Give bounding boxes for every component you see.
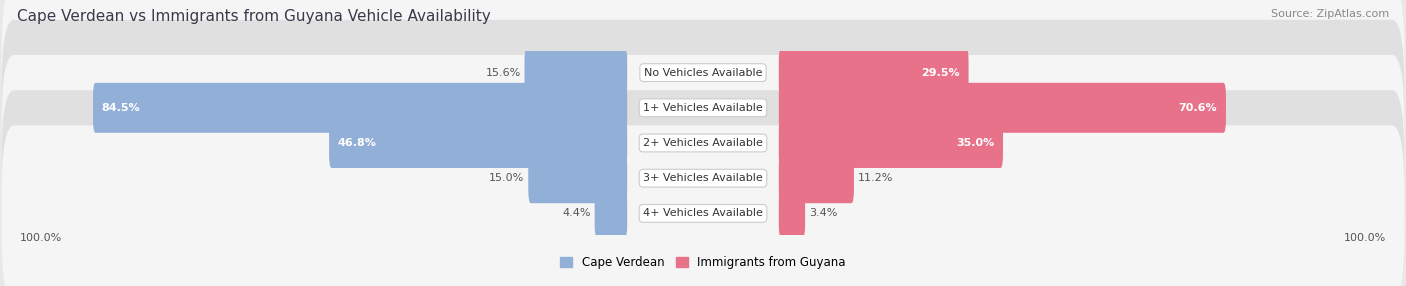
- FancyBboxPatch shape: [529, 153, 627, 203]
- Text: 1+ Vehicles Available: 1+ Vehicles Available: [643, 103, 763, 113]
- FancyBboxPatch shape: [1, 90, 1405, 266]
- Text: 11.2%: 11.2%: [858, 173, 893, 183]
- FancyBboxPatch shape: [779, 188, 806, 239]
- Text: 70.6%: 70.6%: [1178, 103, 1218, 113]
- Text: 15.6%: 15.6%: [485, 67, 520, 78]
- Text: 2+ Vehicles Available: 2+ Vehicles Available: [643, 138, 763, 148]
- FancyBboxPatch shape: [93, 83, 627, 133]
- FancyBboxPatch shape: [779, 83, 1226, 133]
- FancyBboxPatch shape: [329, 118, 627, 168]
- Text: 4.4%: 4.4%: [562, 208, 591, 219]
- FancyBboxPatch shape: [779, 47, 969, 98]
- FancyBboxPatch shape: [779, 118, 1002, 168]
- Text: 3+ Vehicles Available: 3+ Vehicles Available: [643, 173, 763, 183]
- Text: 4+ Vehicles Available: 4+ Vehicles Available: [643, 208, 763, 219]
- FancyBboxPatch shape: [524, 47, 627, 98]
- Text: 100.0%: 100.0%: [1343, 233, 1386, 243]
- Text: No Vehicles Available: No Vehicles Available: [644, 67, 762, 78]
- Text: 46.8%: 46.8%: [337, 138, 377, 148]
- Text: 35.0%: 35.0%: [956, 138, 994, 148]
- Text: Source: ZipAtlas.com: Source: ZipAtlas.com: [1271, 9, 1389, 19]
- FancyBboxPatch shape: [1, 125, 1405, 286]
- Text: 84.5%: 84.5%: [101, 103, 141, 113]
- FancyBboxPatch shape: [1, 0, 1405, 161]
- FancyBboxPatch shape: [779, 153, 853, 203]
- FancyBboxPatch shape: [595, 188, 627, 239]
- Text: 29.5%: 29.5%: [921, 67, 960, 78]
- Legend: Cape Verdean, Immigrants from Guyana: Cape Verdean, Immigrants from Guyana: [560, 256, 846, 269]
- Text: 15.0%: 15.0%: [489, 173, 524, 183]
- FancyBboxPatch shape: [1, 55, 1405, 231]
- Text: 100.0%: 100.0%: [20, 233, 63, 243]
- Text: 3.4%: 3.4%: [808, 208, 837, 219]
- Text: Cape Verdean vs Immigrants from Guyana Vehicle Availability: Cape Verdean vs Immigrants from Guyana V…: [17, 9, 491, 23]
- FancyBboxPatch shape: [1, 20, 1405, 196]
